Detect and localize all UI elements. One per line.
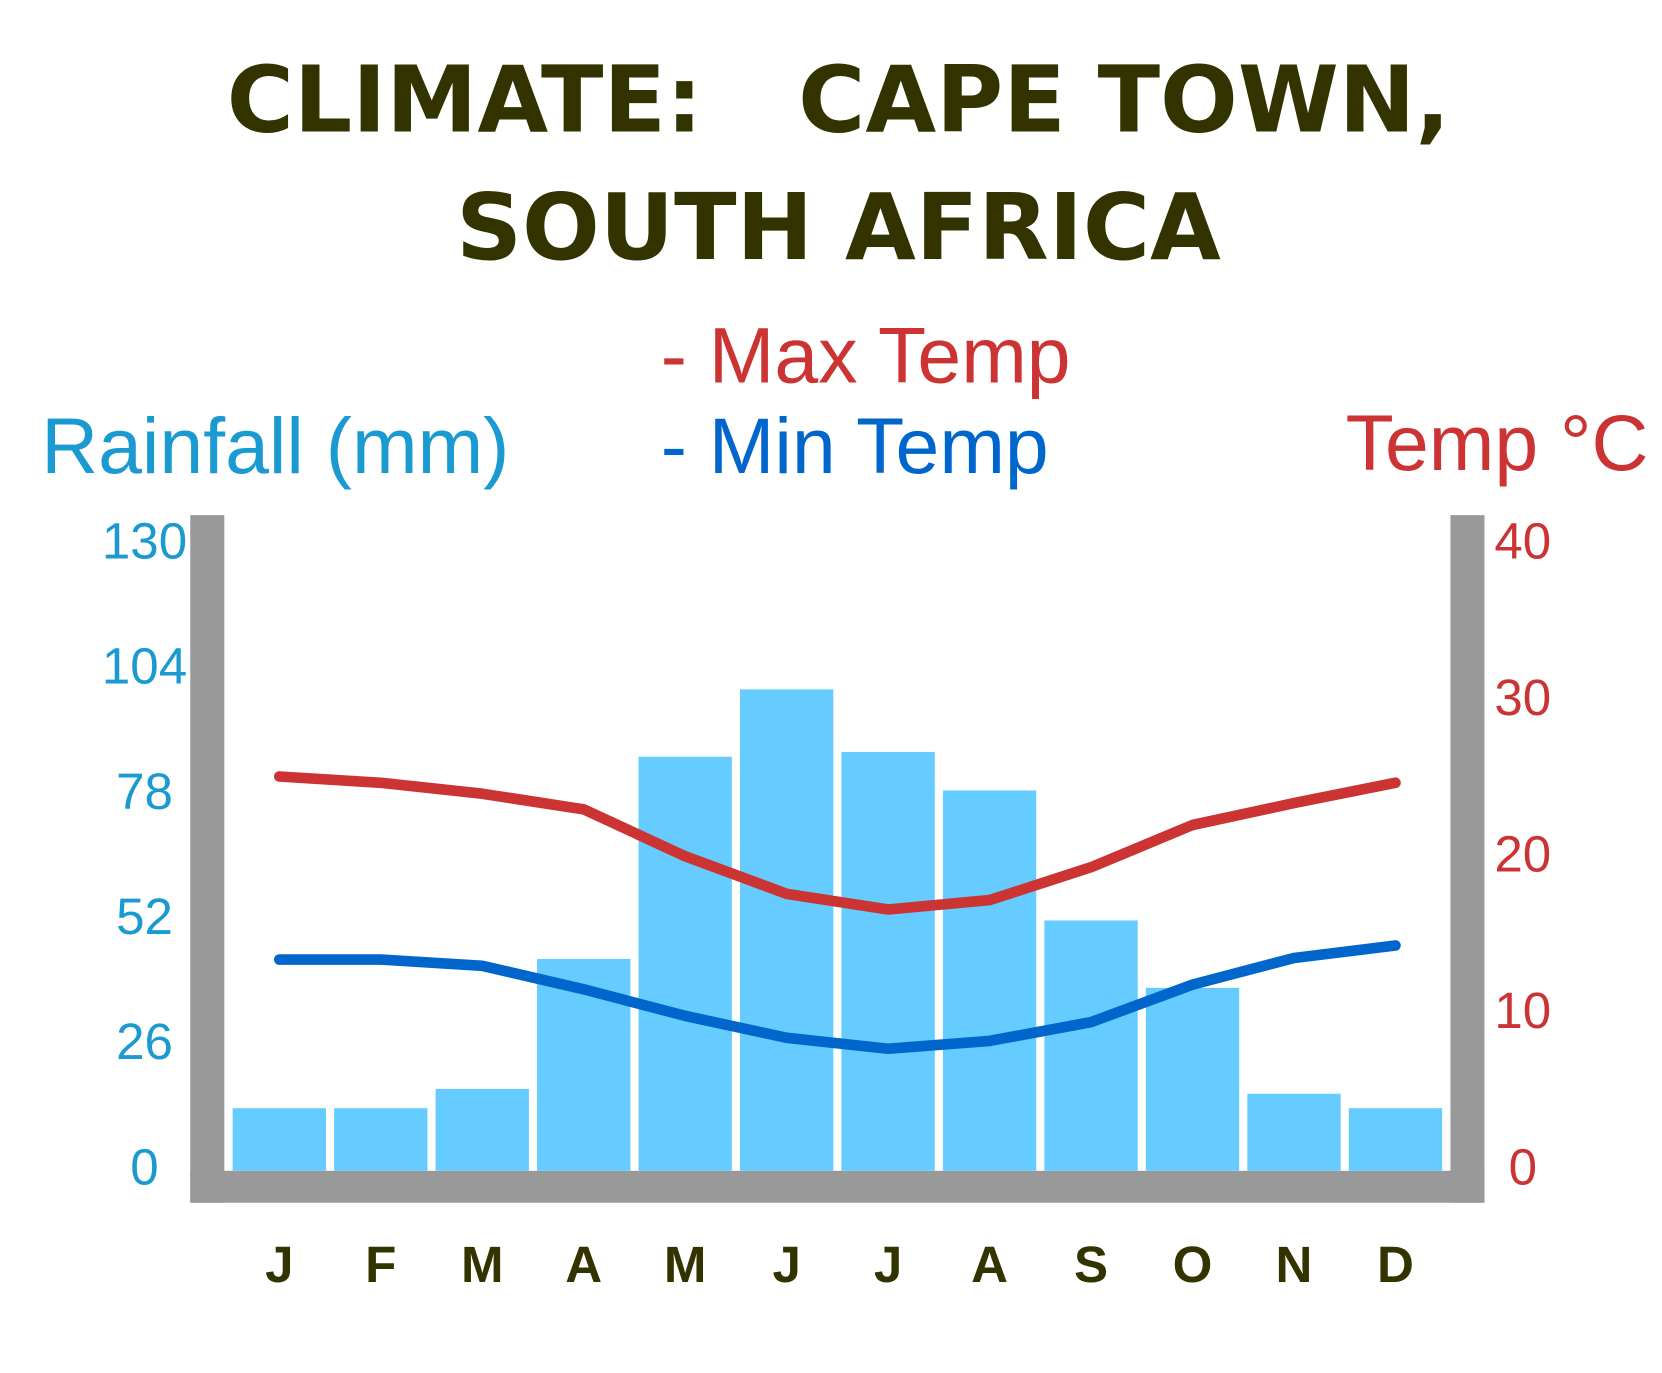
x-tick-label: M	[461, 1236, 504, 1293]
x-tick-label: J	[265, 1236, 293, 1293]
x-axis	[190, 1170, 1485, 1203]
y-tick-label: 52	[116, 888, 173, 945]
left-axis	[190, 515, 225, 1203]
bar	[1348, 1108, 1443, 1171]
bar	[638, 756, 732, 1171]
x-tick-label: D	[1377, 1236, 1414, 1293]
x-tick-label: A	[971, 1236, 1008, 1293]
line	[273, 771, 1401, 915]
y2-tick-label: 30	[1494, 669, 1551, 726]
bar	[1145, 987, 1240, 1171]
bar	[232, 1108, 326, 1171]
x-tick-label: J	[874, 1236, 902, 1293]
x-tick-label: N	[1276, 1236, 1313, 1293]
x-tick-label: F	[365, 1236, 396, 1293]
line	[273, 940, 1401, 1055]
y-tick-label: 26	[116, 1013, 173, 1070]
bar	[841, 751, 935, 1171]
y-tick-label: 0	[130, 1138, 158, 1195]
y2-tick-label: 10	[1494, 982, 1551, 1039]
y-tick-label: 130	[102, 512, 187, 569]
legend-entry: - Min Temp	[661, 402, 1049, 490]
chart-title: CLIMATE: CAPE TOWN,	[227, 46, 1450, 153]
x-tick-label: A	[565, 1236, 602, 1293]
bar	[1247, 1093, 1341, 1171]
x-tick-label: M	[664, 1236, 707, 1293]
right-axis	[1450, 515, 1485, 1203]
y-tick-label: 104	[102, 638, 187, 695]
bar	[435, 1088, 529, 1171]
y-tick-label: 78	[116, 763, 173, 820]
x-tick-label: J	[772, 1236, 800, 1293]
y2-axis-label: Temp °C	[1346, 399, 1649, 487]
y2-tick-label: 0	[1509, 1138, 1537, 1195]
y2-tick-label: 40	[1494, 512, 1551, 569]
bar	[1044, 920, 1138, 1171]
x-tick-label: S	[1074, 1236, 1108, 1293]
bar	[942, 790, 1037, 1171]
y2-tick-label: 20	[1494, 825, 1551, 882]
bar	[334, 1108, 428, 1171]
y-axis-label: Rainfall (mm)	[41, 402, 509, 490]
chart-title: SOUTH AFRICA	[456, 174, 1221, 281]
bar	[739, 689, 834, 1171]
legend-entry: - Max Temp	[661, 312, 1071, 400]
x-tick-label: O	[1173, 1236, 1213, 1293]
